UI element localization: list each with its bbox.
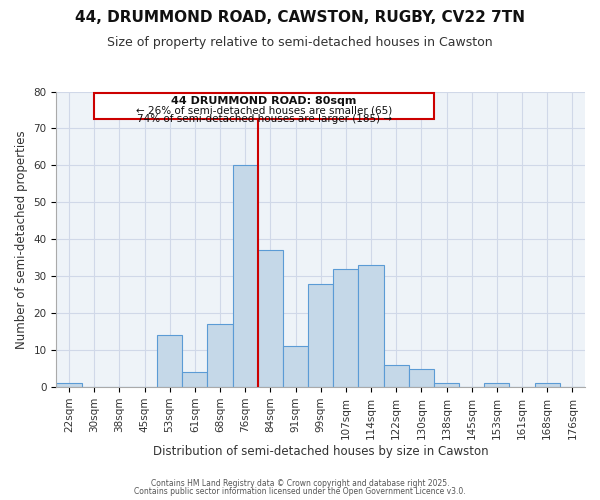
X-axis label: Distribution of semi-detached houses by size in Cawston: Distribution of semi-detached houses by … (153, 444, 488, 458)
Text: 74% of semi-detached houses are larger (185) →: 74% of semi-detached houses are larger (… (137, 114, 392, 124)
Text: 44 DRUMMOND ROAD: 80sqm: 44 DRUMMOND ROAD: 80sqm (172, 96, 357, 106)
FancyBboxPatch shape (94, 94, 434, 119)
Y-axis label: Number of semi-detached properties: Number of semi-detached properties (15, 130, 28, 348)
Bar (535, 384, 560, 387)
Bar (182, 372, 208, 387)
Bar (308, 284, 333, 387)
Bar (157, 336, 182, 387)
Text: Contains HM Land Registry data © Crown copyright and database right 2025.: Contains HM Land Registry data © Crown c… (151, 478, 449, 488)
Text: ← 26% of semi-detached houses are smaller (65): ← 26% of semi-detached houses are smalle… (136, 105, 392, 115)
Bar (383, 365, 409, 387)
Bar (358, 265, 383, 387)
Bar (434, 384, 459, 387)
Bar (208, 324, 233, 387)
Bar (409, 368, 434, 387)
Bar (233, 166, 258, 387)
Bar (283, 346, 308, 387)
Text: Size of property relative to semi-detached houses in Cawston: Size of property relative to semi-detach… (107, 36, 493, 49)
Text: Contains public sector information licensed under the Open Government Licence v3: Contains public sector information licen… (134, 487, 466, 496)
Bar (56, 384, 82, 387)
Bar (484, 384, 509, 387)
Text: 44, DRUMMOND ROAD, CAWSTON, RUGBY, CV22 7TN: 44, DRUMMOND ROAD, CAWSTON, RUGBY, CV22 … (75, 10, 525, 25)
Bar (333, 269, 358, 387)
Bar (258, 250, 283, 387)
